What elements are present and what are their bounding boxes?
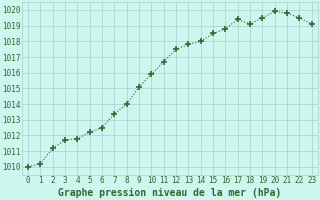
X-axis label: Graphe pression niveau de la mer (hPa): Graphe pression niveau de la mer (hPa): [58, 188, 282, 198]
